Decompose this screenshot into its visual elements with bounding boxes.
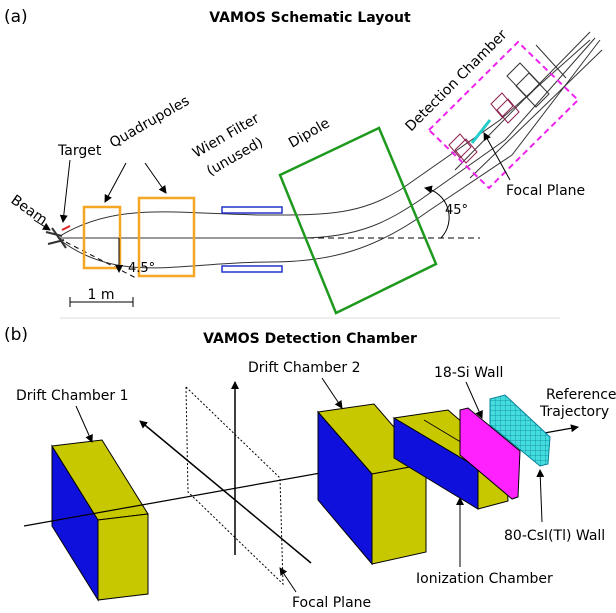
focal-axis-diagonal [139,420,312,564]
focal-plane-label-b: Focal Plane [292,595,371,611]
csi-wall [489,394,551,467]
panel-a-chambers [506,44,567,108]
focal-plane-label-a: Focal Plane [506,183,585,199]
detection-chamber-box [427,40,580,190]
dipole-label: Dipole [286,115,333,151]
beam-label: Beam [8,192,50,228]
panel-b-tag: (b) [4,325,28,345]
target-label: Target [57,143,102,159]
angle-ref-line [57,237,137,279]
panel-a-title: VAMOS Schematic Layout [209,10,411,26]
panel-a-detectors [448,92,520,164]
dipole-magnet [278,126,438,315]
reference-trajectory-label-2: Trajectory [539,404,609,420]
quadrupole-1 [82,205,122,270]
wien-filter-bottom [221,265,283,273]
panel-a: (a) VAMOS Schematic Layout [4,7,603,315]
si-wall-label: 18-Si Wall [434,365,503,381]
scale-label: 1 m [88,287,115,303]
wien-filter-top [221,206,283,214]
drift-chamber-2 [317,403,427,566]
angle-4p5-label: 4.5° [128,261,155,276]
focal-plane-plane [185,385,284,586]
csi-wall-label: 80-CsI(Tl) Wall [504,528,605,544]
angle-45-label: 45° [445,203,468,218]
drift-chamber-1 [51,439,149,602]
quadrupoles-label: Quadrupoles [107,93,192,151]
ionization-chamber-label: Ionization Chamber [416,571,553,587]
quadrupole-2 [137,196,196,278]
target-icon [45,225,71,249]
si-wall [459,407,521,500]
drift-chamber-2-label: Drift Chamber 2 [248,360,361,376]
detection-chamber-label: Detection Chamber [403,27,511,135]
drift-chamber-1-label: Drift Chamber 1 [16,388,129,404]
focal-plane-mark [470,119,492,144]
angle-45-arc [424,185,450,239]
panel-b: (b) VAMOS Detection Chamber [4,325,616,611]
panel-a-tag: (a) [4,7,28,27]
panel-b-title: VAMOS Detection Chamber [203,331,417,347]
reference-trajectory-label-1: Reference [546,387,616,403]
